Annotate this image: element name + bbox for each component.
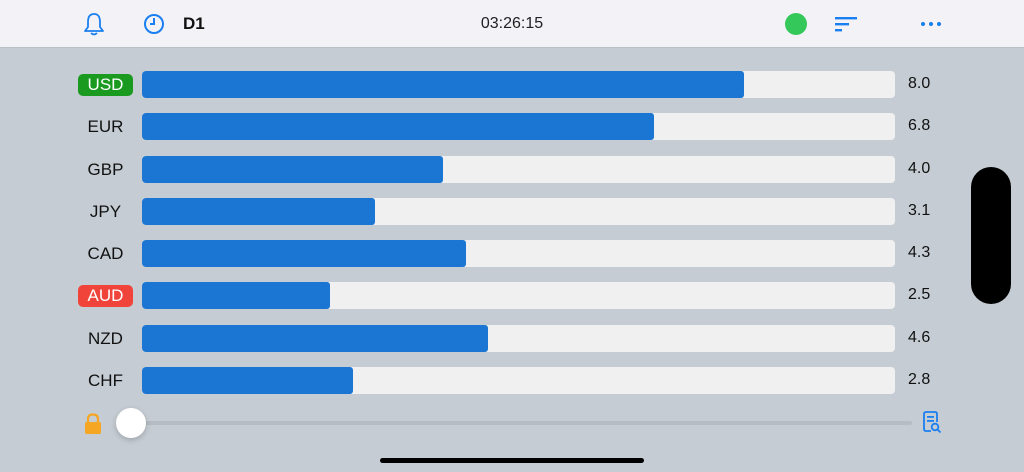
sort-icon[interactable] [834,12,858,36]
strength-value: 4.3 [908,244,931,261]
currency-row[interactable]: CAD 4.3 [0,240,1024,268]
currency-label: CHF [88,371,123,390]
slider-thumb[interactable] [116,408,146,438]
home-indicator [380,458,644,463]
currency-row[interactable]: JPY 3.1 [0,198,1024,226]
strength-bar-track [142,113,895,140]
side-drag-handle[interactable] [971,167,1011,304]
currency-row[interactable]: NZD 4.6 [0,325,1024,353]
strength-bar-track [142,240,895,267]
slider-track[interactable] [130,421,912,425]
strength-value: 6.8 [908,117,931,134]
strength-bar [142,367,353,394]
currency-label: GBP [87,160,124,179]
strength-value: 3.1 [908,202,931,219]
strength-value: 8.0 [908,75,931,92]
strength-bar [142,198,376,225]
currency-label: USD [78,74,133,96]
strength-value: 4.6 [908,329,931,346]
connection-status-dot [785,13,807,35]
more-icon[interactable] [919,12,943,36]
strength-bar [142,71,745,98]
currency-row[interactable]: GBP 4.0 [0,156,1024,184]
server-time: 03:26:15 [480,15,544,32]
bell-icon[interactable] [82,12,106,36]
currency-label: AUD [78,285,133,307]
currency-label: NZD [88,329,123,348]
currency-row[interactable]: USD 8.0 [0,71,1024,99]
strength-bar-track [142,156,895,183]
lock-icon[interactable] [84,413,102,435]
strength-value: 2.8 [908,371,931,388]
currency-label: CAD [87,244,124,263]
strength-value: 2.5 [908,286,931,303]
strength-bar [142,282,331,309]
strength-bar [142,113,655,140]
strength-bar-track [142,71,895,98]
currency-label: EUR [87,117,124,136]
strength-bar-track [142,282,895,309]
currency-row[interactable]: AUD 2.5 [0,282,1024,310]
top-toolbar: D1 03:26:15 [0,0,1024,48]
strength-bar-track [142,325,895,352]
currency-row[interactable]: CHF 2.8 [0,367,1024,395]
strength-bar [142,156,444,183]
strength-bar [142,325,489,352]
currency-row[interactable]: EUR 6.8 [0,113,1024,141]
strength-bar-track [142,367,895,394]
document-search-icon[interactable] [922,410,942,434]
strength-value: 4.0 [908,160,931,177]
timeframe-selector[interactable]: D1 [183,14,205,33]
strength-bar-track [142,198,895,225]
currency-label: JPY [89,202,122,221]
clock-icon[interactable] [142,12,166,36]
strength-bar [142,240,466,267]
